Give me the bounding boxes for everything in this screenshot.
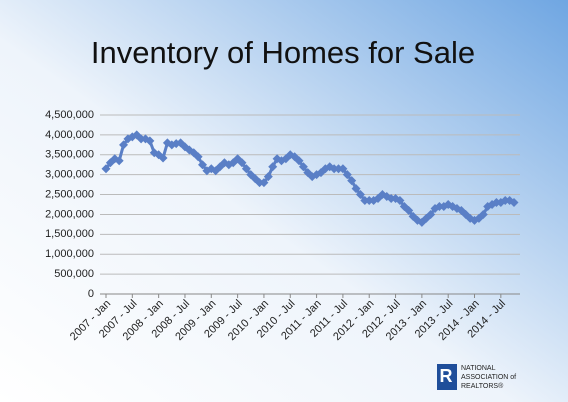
y-tick-label: 4,500,000 [45, 109, 94, 121]
marker [119, 140, 129, 150]
marker [193, 152, 203, 162]
marker [395, 196, 405, 206]
marker [404, 205, 414, 215]
y-tick-label: 2,500,000 [45, 188, 94, 200]
y-tick-label: 1,000,000 [45, 248, 94, 260]
marker [263, 172, 273, 182]
marker [145, 136, 155, 146]
marker [347, 176, 357, 186]
marker [198, 160, 208, 170]
marker [355, 190, 365, 200]
marker [158, 153, 168, 163]
marker [338, 164, 348, 174]
y-tick-label: 4,000,000 [45, 129, 94, 141]
logo-text: ASSOCIATION of [461, 374, 516, 381]
y-tick-label: 3,000,000 [45, 169, 94, 181]
marker [101, 164, 111, 174]
marker [478, 209, 488, 219]
y-tick-label: 500,000 [54, 268, 94, 280]
marker [426, 209, 436, 219]
marker [342, 170, 352, 180]
marker [351, 184, 361, 194]
marker [241, 164, 251, 174]
logo-letter: R [440, 366, 453, 386]
marker [298, 162, 308, 172]
y-tick-label: 3,500,000 [45, 149, 94, 161]
logo-text: REALTORS® [461, 382, 504, 390]
marker [509, 198, 519, 208]
chart-title: Inventory of Homes for Sale [91, 35, 475, 70]
logo-text: NATIONAL [461, 365, 496, 372]
y-tick-label: 1,500,000 [45, 228, 94, 240]
marker [268, 162, 278, 172]
marker [294, 156, 304, 166]
marker [114, 156, 124, 166]
marker [237, 158, 247, 168]
y-tick-label: 0 [88, 288, 94, 300]
marker [259, 178, 269, 188]
y-tick-label: 2,000,000 [45, 208, 94, 220]
logo-mark [437, 364, 457, 390]
